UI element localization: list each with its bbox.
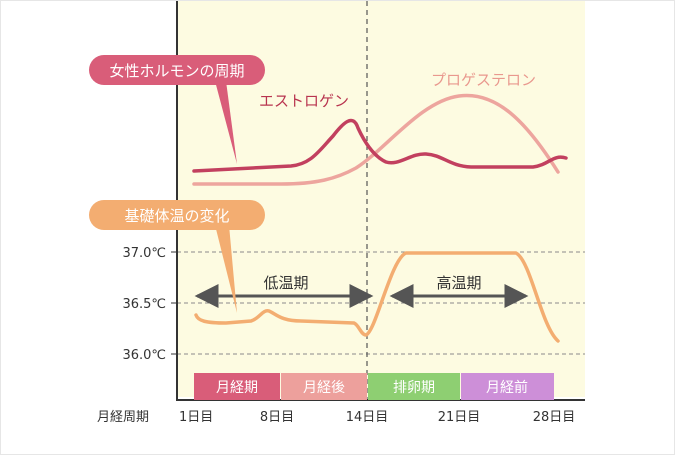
day-tick-1: 1日目 bbox=[179, 410, 213, 425]
day-tick-21: 21日目 bbox=[438, 410, 481, 425]
segment-label-menstruation: 月経期 bbox=[216, 380, 258, 396]
progesterone-label: プロゲステロン bbox=[431, 71, 536, 89]
hormone-callout: 女性ホルモンの周期 bbox=[89, 55, 265, 164]
hormone-callout-text: 女性ホルモンの周期 bbox=[109, 62, 244, 80]
temp-tick-36-5: 36.5℃ bbox=[122, 297, 166, 312]
temperature-callout: 基礎体温の変化 bbox=[89, 200, 265, 313]
high-temp-phase-label: 高温期 bbox=[436, 274, 481, 292]
low-temp-phase-label: 低温期 bbox=[263, 274, 308, 292]
temp-tick-36-0: 36.0℃ bbox=[122, 348, 166, 363]
segment-label-pre-menstruation: 月経前 bbox=[486, 379, 528, 396]
segment-ovulation bbox=[368, 373, 460, 400]
y-tick-marks bbox=[171, 251, 177, 355]
segment-pre-menstruation bbox=[461, 373, 554, 400]
cycle-segments bbox=[194, 373, 554, 400]
estrogen-curve bbox=[192, 118, 568, 173]
temp-tick-37-0: 37.0℃ bbox=[122, 246, 166, 261]
segment-post-menstruation bbox=[281, 373, 367, 400]
temperature-curve bbox=[194, 251, 560, 343]
segment-label-post-menstruation: 月経後 bbox=[303, 380, 345, 396]
day-tick-8: 8日目 bbox=[260, 410, 294, 425]
day-tick-14: 14日目 bbox=[346, 410, 389, 425]
progesterone-curve bbox=[192, 93, 560, 186]
day-tick-28: 28日目 bbox=[533, 410, 576, 425]
segment-label-ovulation: 排卵期 bbox=[393, 380, 435, 396]
temperature-callout-text: 基礎体温の変化 bbox=[124, 207, 229, 225]
estrogen-label: エストロゲン bbox=[259, 92, 349, 110]
cycle-axis-label: 月経周期 bbox=[97, 410, 149, 425]
segment-menstruation bbox=[194, 373, 280, 400]
